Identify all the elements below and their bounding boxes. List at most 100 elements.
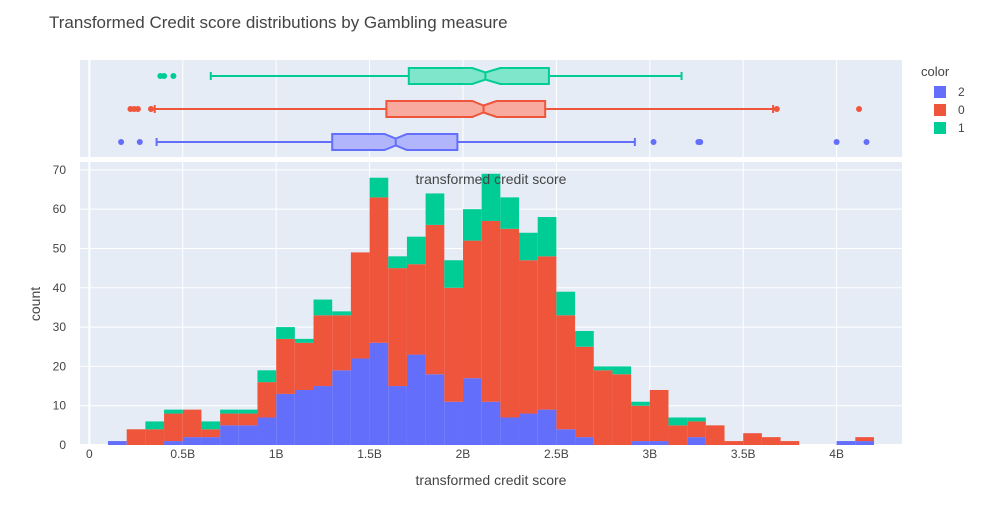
y-tick-label: 20 xyxy=(53,359,67,373)
histogram-bar-1 xyxy=(220,409,239,414)
histogram-bar-1 xyxy=(388,256,407,269)
chart-title: Transformed Credit score distributions b… xyxy=(49,13,508,32)
histogram-bar-0 xyxy=(126,429,146,445)
histogram-bar-2 xyxy=(481,401,501,445)
histogram-bar-0 xyxy=(855,437,874,442)
histogram-bar-2 xyxy=(444,401,463,445)
x-tick-label: 2B xyxy=(456,447,471,461)
histogram-bar-2 xyxy=(182,437,202,445)
histogram-bar-0 xyxy=(220,413,239,426)
legend-item-0[interactable]: 0 xyxy=(921,101,965,119)
y-tick-label: 0 xyxy=(59,438,66,452)
histogram-bar-1 xyxy=(462,209,482,241)
box-plot-1 xyxy=(157,67,683,85)
histogram-bar-0 xyxy=(145,429,165,445)
y-tick-label: 30 xyxy=(53,320,67,334)
histogram-bar-0 xyxy=(182,409,202,438)
x-axis-title: transformed credit score xyxy=(416,472,567,488)
histogram-bar-2 xyxy=(406,354,426,445)
legend-swatch-0 xyxy=(934,104,946,116)
histogram-bar-2 xyxy=(332,370,351,445)
histogram-bar-1 xyxy=(238,409,258,414)
y-tick-label: 50 xyxy=(53,241,67,255)
histogram-bar-1 xyxy=(406,236,426,265)
y-axis-title: count xyxy=(27,287,43,321)
box-outlier xyxy=(697,139,704,145)
box-outlier xyxy=(856,106,863,112)
histogram-bar-2 xyxy=(855,441,874,445)
histogram-bar-1 xyxy=(294,338,314,343)
histogram-bar-1 xyxy=(164,409,183,414)
y-tick-label: 70 xyxy=(53,163,67,177)
histogram-bar-1 xyxy=(425,193,445,225)
histogram-bar-2 xyxy=(294,389,314,445)
box-plot-2 xyxy=(118,133,870,151)
histogram-bar-0 xyxy=(705,425,725,445)
histogram-bar-2 xyxy=(500,417,520,445)
histogram-bar-0 xyxy=(406,264,426,355)
x-tick-label: 0.5B xyxy=(170,447,195,461)
histogram-bar-0 xyxy=(238,413,258,426)
histogram-bar-2 xyxy=(556,429,576,445)
histogram-bar-0 xyxy=(201,429,221,438)
histogram-bar-2 xyxy=(519,413,538,445)
histogram-bar-0 xyxy=(631,405,650,442)
histogram-bar-2 xyxy=(425,374,445,445)
histogram-bar-2 xyxy=(687,437,706,445)
box-outlier xyxy=(118,139,125,145)
histogram-bar-0 xyxy=(537,256,557,410)
histogram-bar-2 xyxy=(462,378,482,445)
histogram-bar-0 xyxy=(687,421,706,438)
legend-item-1[interactable]: 1 xyxy=(921,119,965,137)
histogram-bar-1 xyxy=(201,421,221,430)
histogram-bar-0 xyxy=(425,224,445,375)
histogram-bar-1 xyxy=(668,417,688,426)
histogram-bar-0 xyxy=(444,287,463,402)
box-body xyxy=(407,67,550,85)
x-tick-label: 4B xyxy=(829,447,844,461)
histogram-bar-1 xyxy=(593,366,613,371)
histogram-bar-1 xyxy=(313,299,333,316)
legend-label-1: 1 xyxy=(958,121,965,135)
histogram-bar-2 xyxy=(350,358,370,445)
histogram-bar-0 xyxy=(724,441,744,445)
histogram-bar-0 xyxy=(556,315,576,430)
histogram-bar-0 xyxy=(612,374,632,445)
histogram-bar-1 xyxy=(276,327,295,339)
histogram-bar-1 xyxy=(481,173,501,221)
x-tick-label: 1B xyxy=(269,447,284,461)
box-outlier xyxy=(134,106,141,112)
histogram-bar-2 xyxy=(631,441,650,445)
histogram-bar-2 xyxy=(164,441,183,445)
histogram-bar-0 xyxy=(332,315,351,371)
histogram-bar-0 xyxy=(481,220,501,402)
histogram-bars xyxy=(108,173,874,445)
histogram-bar-0 xyxy=(313,315,333,387)
histogram-bar-0 xyxy=(369,197,389,343)
histogram-bar-1 xyxy=(612,366,632,375)
histogram-bar-0 xyxy=(276,338,295,394)
histogram-bar-1 xyxy=(500,197,520,229)
histogram-bar-2 xyxy=(649,441,669,445)
x-tick-label: 1.5B xyxy=(357,447,382,461)
x-tick-label: 3.5B xyxy=(731,447,756,461)
x-tick-label: 3B xyxy=(642,447,657,461)
legend: color 2 0 1 xyxy=(921,64,965,137)
histogram-bar-1 xyxy=(369,177,389,198)
box-outlier xyxy=(773,106,780,112)
histogram-bar-2 xyxy=(276,393,295,445)
legend-item-2[interactable]: 2 xyxy=(921,83,965,101)
x-tick-label: 2.5B xyxy=(544,447,569,461)
histogram-bar-0 xyxy=(164,413,183,442)
histogram-bar-0 xyxy=(294,342,314,390)
histogram-bar-0 xyxy=(649,389,669,442)
histogram-bar-1 xyxy=(519,232,538,261)
axes: 0 0.5B 1B 1.5B 2B 2.5B 3B 3.5B 4B 0 10 20 30 40 50 60 70 xyxy=(53,163,844,461)
legend-swatch-2 xyxy=(934,86,946,98)
box-outlier xyxy=(161,73,168,79)
histogram-bar-0 xyxy=(593,370,613,445)
histogram-bar-0 xyxy=(575,346,594,438)
box-outlier xyxy=(170,73,177,79)
legend-label-0: 0 xyxy=(958,103,965,117)
